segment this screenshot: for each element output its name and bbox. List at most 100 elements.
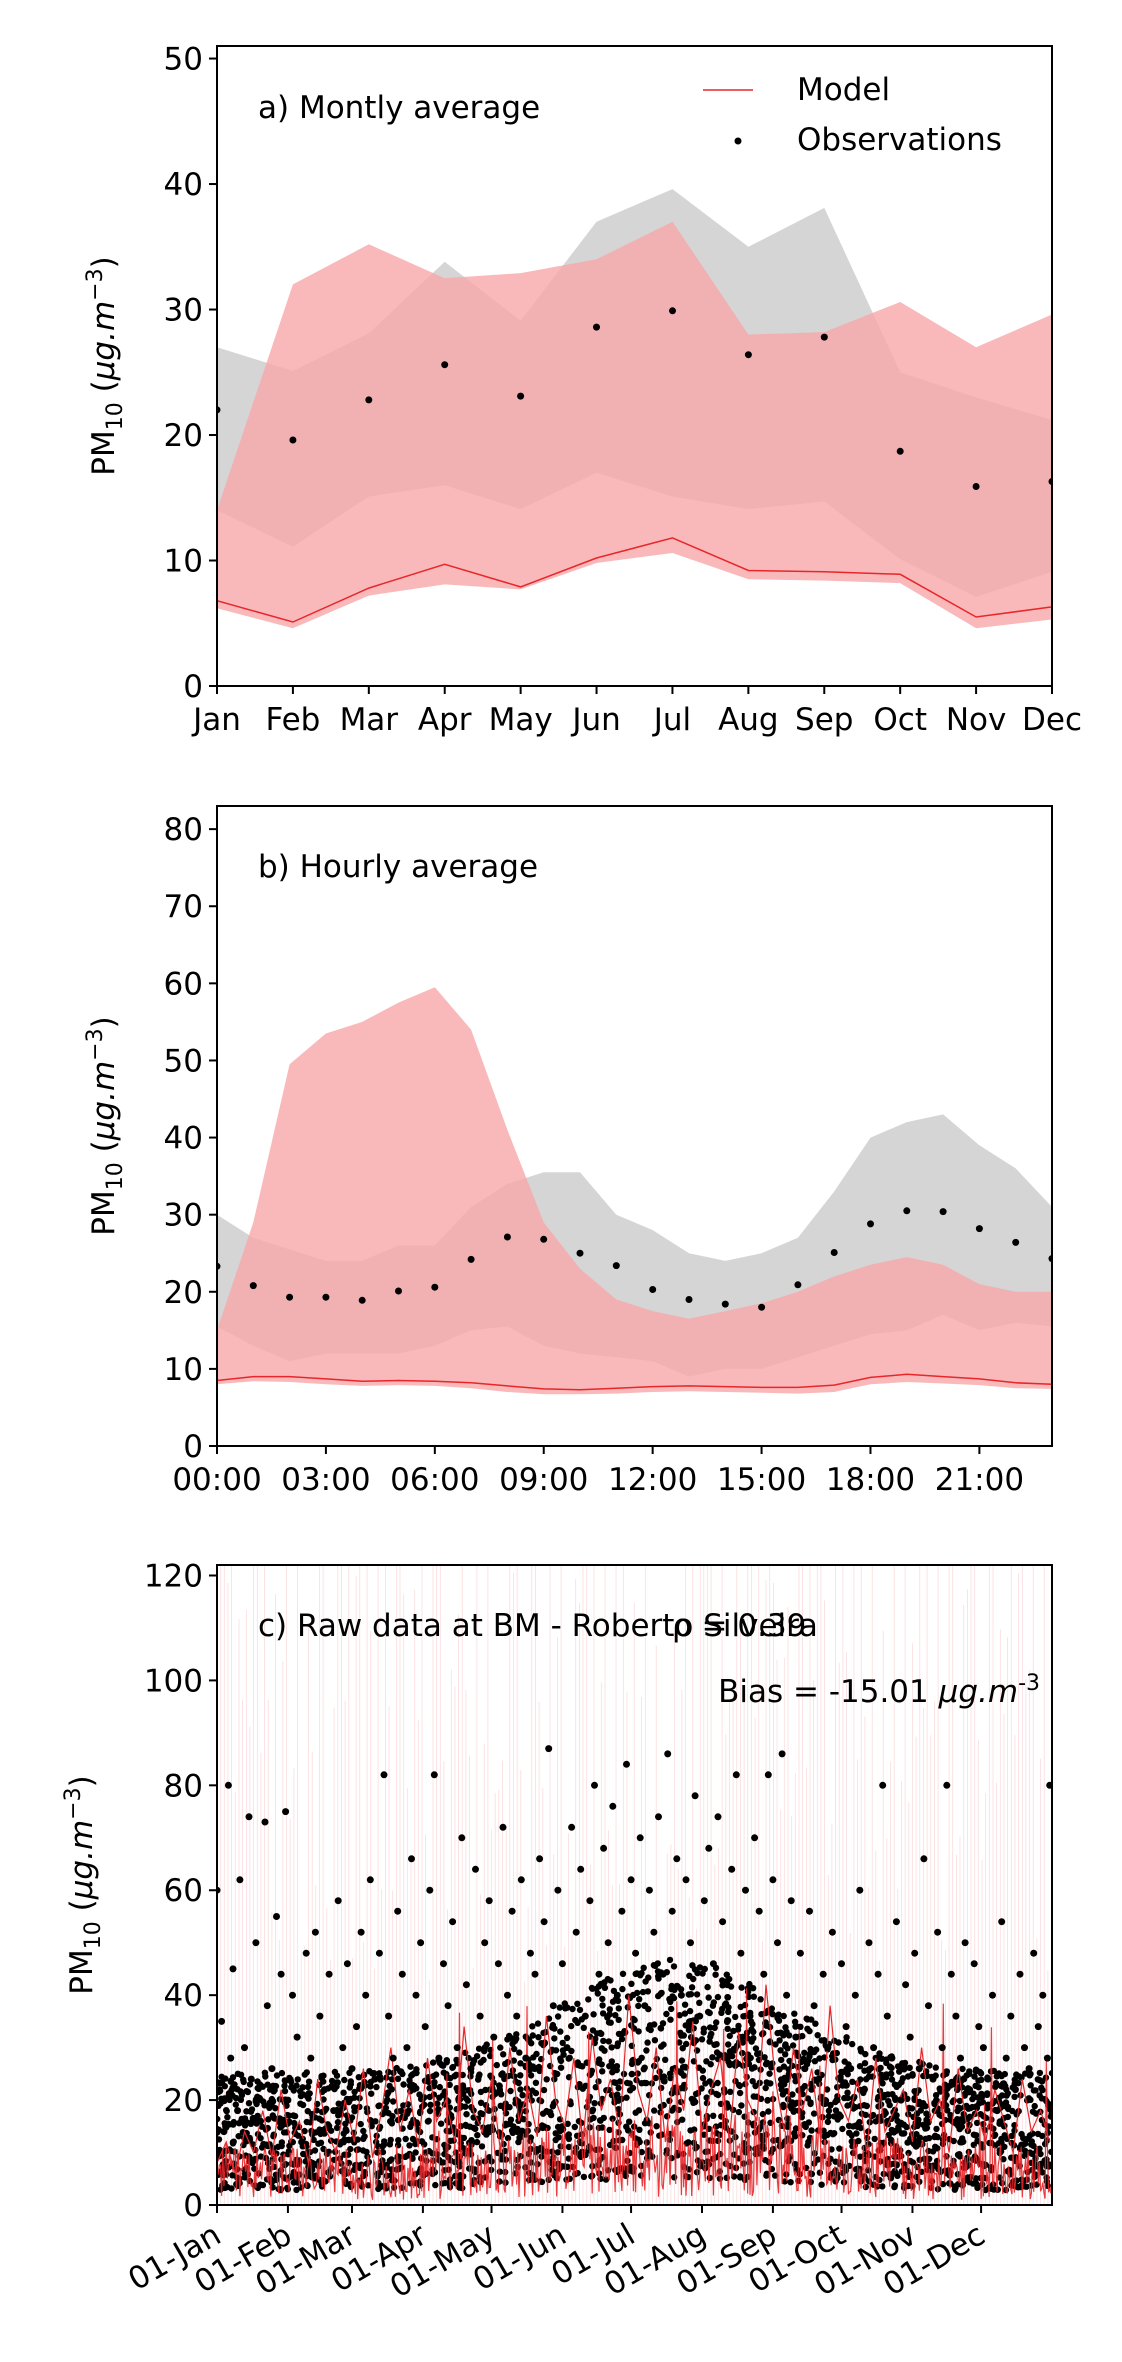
observation-cloud-point [1016, 2145, 1024, 2152]
observation-point [883, 2012, 891, 2020]
observation-cloud-point [787, 2179, 794, 2186]
observation-cloud-point [974, 2184, 981, 2191]
observation-cloud-point [517, 2072, 524, 2079]
observation-point [241, 2044, 248, 2052]
observation-cloud-point [1021, 2070, 1029, 2077]
observation-cloud-point [436, 2094, 443, 2101]
observation-cloud-point [789, 2042, 797, 2049]
observation-cloud-point [453, 2071, 460, 2078]
observation-point [389, 2054, 397, 2062]
observation-point [685, 1296, 693, 1303]
observation-cloud-point [432, 2181, 439, 2189]
observation-cloud-point [872, 2054, 879, 2062]
observation-cloud-point [861, 2067, 868, 2074]
observation-point [504, 1991, 511, 1999]
observation-cloud-point [229, 2172, 236, 2179]
observation-cloud-point [691, 2126, 698, 2133]
observation-point [282, 1808, 290, 1816]
observation-point [224, 1781, 232, 1789]
observation-cloud-point [406, 2077, 413, 2084]
observation-point [490, 2033, 498, 2041]
observation-cloud-point [246, 2081, 254, 2088]
observation-point [751, 1834, 759, 1842]
observation-cloud-point [385, 2068, 392, 2076]
observation-cloud-point [979, 2099, 986, 2106]
observation-cloud-point [619, 1985, 626, 1993]
observation-point [441, 361, 449, 369]
observation-cloud-point [849, 2040, 856, 2048]
observation-cloud-point [642, 1978, 649, 1985]
observation-cloud-point [926, 2062, 933, 2069]
observation-point [371, 2075, 379, 2083]
observation-cloud-point [567, 2100, 574, 2108]
observation-point [426, 1886, 434, 1894]
observation-cloud-point [475, 2073, 482, 2080]
observation-cloud-point [508, 2035, 515, 2042]
observation-cloud-point [781, 2081, 788, 2088]
observation-point [517, 392, 525, 400]
observation-cloud-point [638, 2148, 645, 2156]
observation-cloud-point [318, 2073, 325, 2080]
observation-point [870, 2044, 878, 2052]
x-tick-label: Dec [1022, 702, 1082, 738]
y-tick-label: 20 [164, 1275, 203, 1311]
observation-cloud-point [590, 2011, 597, 2018]
observation-cloud-point [780, 2063, 788, 2070]
observation-cloud-point [772, 2041, 779, 2048]
observation-point [874, 1970, 882, 1978]
observation-cloud-point [700, 2029, 707, 2036]
observation-cloud-point [1021, 2147, 1029, 2155]
observation-point [792, 2033, 800, 2041]
observation-cloud-point [348, 2114, 356, 2121]
observation-cloud-point [950, 2118, 957, 2126]
observation-cloud-point [1043, 2156, 1050, 2163]
observation-cloud-point [408, 2072, 415, 2079]
observation-cloud-point [943, 2070, 950, 2077]
y-tick-label: 40 [164, 1978, 203, 2014]
observation-cloud-point [851, 2139, 859, 2146]
observation-cloud-point [777, 2029, 784, 2036]
observation-cloud-point [534, 2020, 542, 2027]
observation-cloud-point [285, 2112, 293, 2119]
observation-point [218, 2017, 226, 2025]
observation-cloud-point [1029, 2108, 1037, 2115]
observation-cloud-point [966, 2068, 973, 2075]
observation-cloud-point [574, 2000, 581, 2008]
observation-cloud-point [1044, 2182, 1051, 2189]
observation-cloud-point [606, 2011, 613, 2018]
observation-cloud-point [730, 2106, 737, 2114]
observation-cloud-point [525, 2120, 532, 2128]
observation-cloud-point [791, 2010, 798, 2017]
observation-cloud-point [714, 1993, 722, 2001]
observation-point [972, 483, 980, 490]
observation-point [394, 1907, 402, 1915]
observation-point [362, 1991, 370, 1999]
observation-cloud-point [400, 2081, 407, 2088]
observation-cloud-point [601, 2047, 608, 2054]
observation-cloud-point [908, 2105, 916, 2112]
observation-point [1034, 2023, 1042, 2031]
observation-cloud-point [271, 2114, 278, 2122]
observation-cloud-point [301, 2127, 308, 2135]
observation-cloud-point [267, 2086, 274, 2093]
observation-cloud-point [801, 2082, 808, 2090]
observation-cloud-point [1036, 2077, 1044, 2084]
observation-cloud-point [351, 2108, 358, 2115]
observation-cloud-point [800, 2121, 808, 2129]
observation-point [325, 1970, 333, 1978]
observation-cloud-point [680, 2072, 687, 2079]
observation-point [444, 2002, 452, 2010]
observation-cloud-point [552, 2136, 559, 2144]
observation-point [311, 1928, 319, 1936]
observation-cloud-point [899, 2075, 907, 2082]
observation-cloud-point [412, 2149, 419, 2156]
observation-cloud-point [954, 2107, 961, 2115]
x-tick-label: 15:00 [717, 1462, 806, 1498]
observation-point [938, 2044, 946, 2052]
observation-point [591, 1781, 598, 1789]
panel-c-bias-exp: -3 [1018, 1671, 1040, 1696]
observation-cloud-point [838, 2068, 845, 2076]
observation-cloud-point [438, 2061, 445, 2069]
panel-b-ylabel: PM10 (µg.m−3) [83, 1016, 128, 1235]
observation-cloud-point [498, 2091, 505, 2098]
